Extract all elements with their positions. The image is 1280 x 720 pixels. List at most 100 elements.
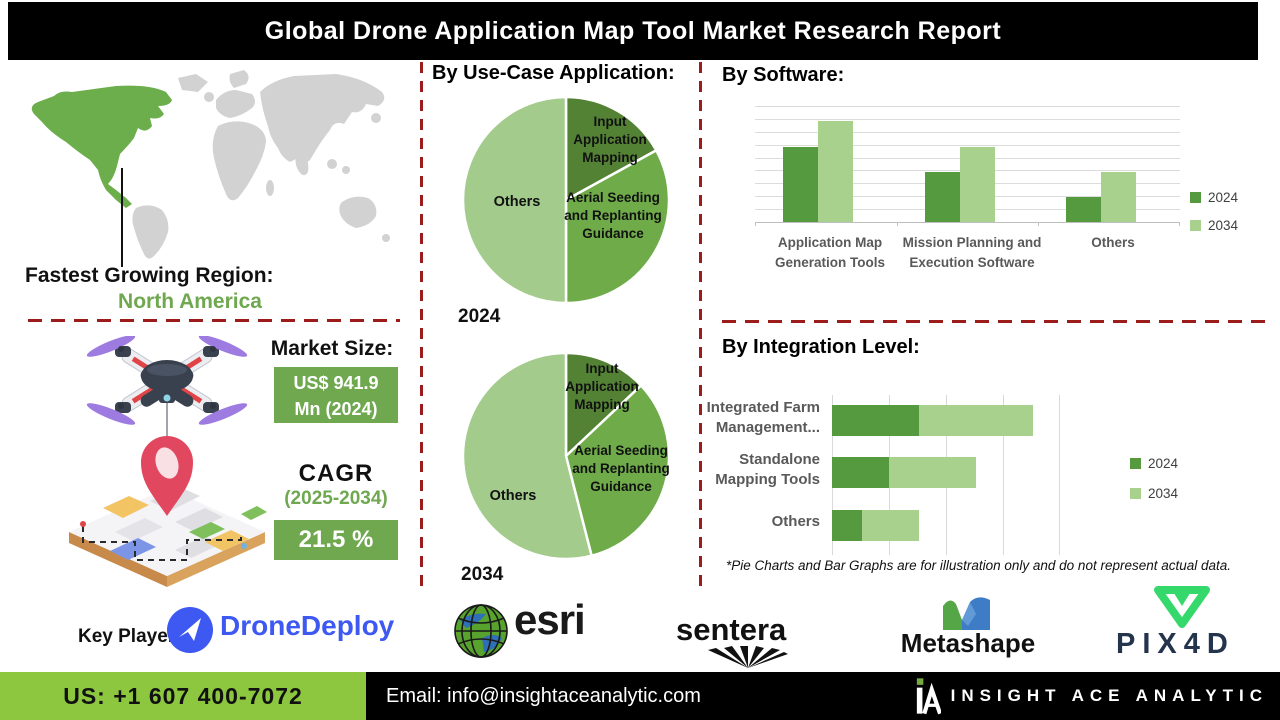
legend-label-2034-h: 2034 (1148, 486, 1179, 501)
map-side-right (167, 532, 265, 587)
esri-logo-text: esri (514, 596, 586, 643)
market-size-line1: US$ 941.9 (293, 373, 379, 393)
integration-bar-2024-1 (832, 457, 889, 488)
north-america-shape (31, 85, 172, 208)
metashape-logo-text: Metashape (900, 628, 1036, 658)
australia-shape (339, 196, 377, 228)
brand-text: INSIGHT ACE ANALYTIC (950, 686, 1268, 705)
fastest-region-label: Fastest Growing Region: (25, 264, 274, 287)
right-dashed-divider (722, 320, 1272, 323)
integration-category-1: Integrated Farm Management... (706, 399, 820, 437)
market-size-line2: Mn (2024) (294, 399, 378, 420)
integration-bar-chart (832, 395, 1060, 555)
footer-phone-bar: US: +1 607 400-7072 (0, 672, 366, 720)
sentera-fan-icon (708, 646, 788, 668)
software-category-2: Mission Planning and Execution Software (902, 235, 1042, 271)
software-bar-chart (755, 106, 1180, 226)
integration-bar-2034-1 (889, 457, 976, 488)
software-bar-2034-1 (960, 146, 995, 222)
new-zealand-shape (382, 234, 390, 242)
footer-email: Email: info@insightaceanalytic.com (386, 685, 701, 707)
asia-shape (260, 74, 385, 163)
pix4d-logo-text: PIX4D (1116, 628, 1235, 660)
metashape-icon (943, 597, 990, 630)
page-title: Global Drone Application Map Tool Market… (264, 17, 1002, 45)
sea-islands-shape-2 (342, 166, 350, 174)
europe-shape (216, 90, 255, 118)
pie-chart-2024: Input Application Mapping Aerial Seeding… (460, 94, 672, 306)
legend-label-2024-h: 2024 (1148, 456, 1179, 471)
integration-section-title: By Integration Level: (722, 336, 920, 358)
integration-bar-2024-0 (832, 405, 919, 436)
sea-islands-shape (327, 159, 337, 169)
drone-camera-lens (163, 394, 171, 402)
pie-chart-2034: Input Application Mapping Aerial Seeding… (460, 350, 672, 562)
south-america-shape (132, 205, 169, 259)
key-players-label: Key Players: (78, 626, 193, 647)
world-map (31, 70, 390, 259)
legend-label-2034: 2034 (1208, 218, 1239, 233)
pie-2024-slice-label-aerial: Aerial Seeding and Replanting Guidance (564, 190, 662, 241)
insight-ace-logo-icon (916, 678, 941, 715)
pie-2034-slice-label-input: Input Application Mapping (565, 361, 639, 412)
footer-phone: US: +1 607 400-7072 (63, 683, 303, 709)
pix4d-icon (1154, 586, 1210, 628)
disclaimer-text: *Pie Charts and Bar Graphs are for illus… (726, 558, 1232, 573)
market-size-value-box: US$ 941.9 Mn (2024) (274, 367, 398, 423)
legend-swatch-2024-h (1130, 458, 1141, 469)
madagascar-shape (266, 180, 274, 196)
greenland-shape (178, 74, 208, 92)
software-bar-2034-0 (818, 121, 853, 222)
scandinavia-shape (229, 70, 249, 88)
cagr-value-box: 21.5 % (274, 520, 398, 560)
africa-shape (212, 121, 266, 201)
integration-bar-2024-2 (832, 510, 862, 541)
pie-2024-slice-label-others: Others (493, 194, 541, 210)
map-route-dashed (82, 526, 242, 561)
legend-swatch-2034-h (1130, 488, 1141, 499)
integration-category-3: Others (771, 513, 820, 530)
sentera-logo-text: sentera (676, 612, 787, 647)
software-legend-2034: 2034 (1190, 218, 1238, 233)
software-legend-2024: 2024 (1190, 190, 1238, 205)
pie-2024-year-label: 2024 (458, 306, 501, 327)
software-bar-2024-0 (783, 146, 818, 222)
right-dashed-separator (699, 62, 702, 590)
software-bar-2024-1 (925, 172, 960, 222)
software-category-3: Others (1091, 235, 1135, 250)
software-section-title: By Software: (722, 64, 845, 86)
uk-shape (204, 92, 214, 102)
cagr-label: CAGR (298, 460, 374, 487)
route-end-dot (241, 543, 247, 549)
location-pin-hole (155, 447, 179, 479)
map-callout-line (121, 168, 123, 267)
map-side-left (69, 532, 167, 587)
use-case-section-title: By Use-Case Application: (432, 62, 675, 84)
legend-label-2024: 2024 (1208, 190, 1239, 205)
dronedeploy-icon (167, 607, 213, 653)
footer-bar: Email: info@insightaceanalytic.com INSIG… (366, 672, 1280, 720)
brand-lockup: INSIGHT ACE ANALYTIC (915, 672, 1268, 720)
route-start-dot (80, 521, 86, 527)
legend-swatch-2034 (1190, 220, 1201, 231)
software-category-1: Application Map Generation Tools (774, 235, 885, 271)
cagr-period: (2025-2034) (284, 488, 388, 509)
dronedeploy-logo-text: DroneDeploy (220, 610, 395, 641)
drone-propellers (86, 336, 248, 425)
integration-bar-2034-2 (861, 510, 919, 541)
integration-legend-2034: 2034 (1130, 486, 1178, 501)
pie-2034-slice-label-others: Others (489, 488, 537, 504)
integration-category-2: Standalone Mapping Tools (715, 451, 820, 489)
drone (86, 336, 248, 425)
legend-swatch-2024 (1190, 192, 1201, 203)
japan-shape (371, 113, 381, 123)
pie-2034-slice-label-aerial: Aerial Seeding and Replanting Guidance (572, 443, 670, 494)
left-dashed-separator (420, 62, 423, 590)
title-bar: Global Drone Application Map Tool Market… (8, 2, 1258, 60)
pie-2034-year-label: 2034 (461, 564, 504, 585)
software-bar-2034-2 (1101, 172, 1136, 222)
integration-legend-2024: 2024 (1130, 456, 1178, 471)
integration-bar-2034-0 (918, 405, 1033, 436)
esri-globe-icon (454, 604, 508, 658)
pie-2024-slice-label-input: Input Application Mapping (573, 114, 647, 165)
